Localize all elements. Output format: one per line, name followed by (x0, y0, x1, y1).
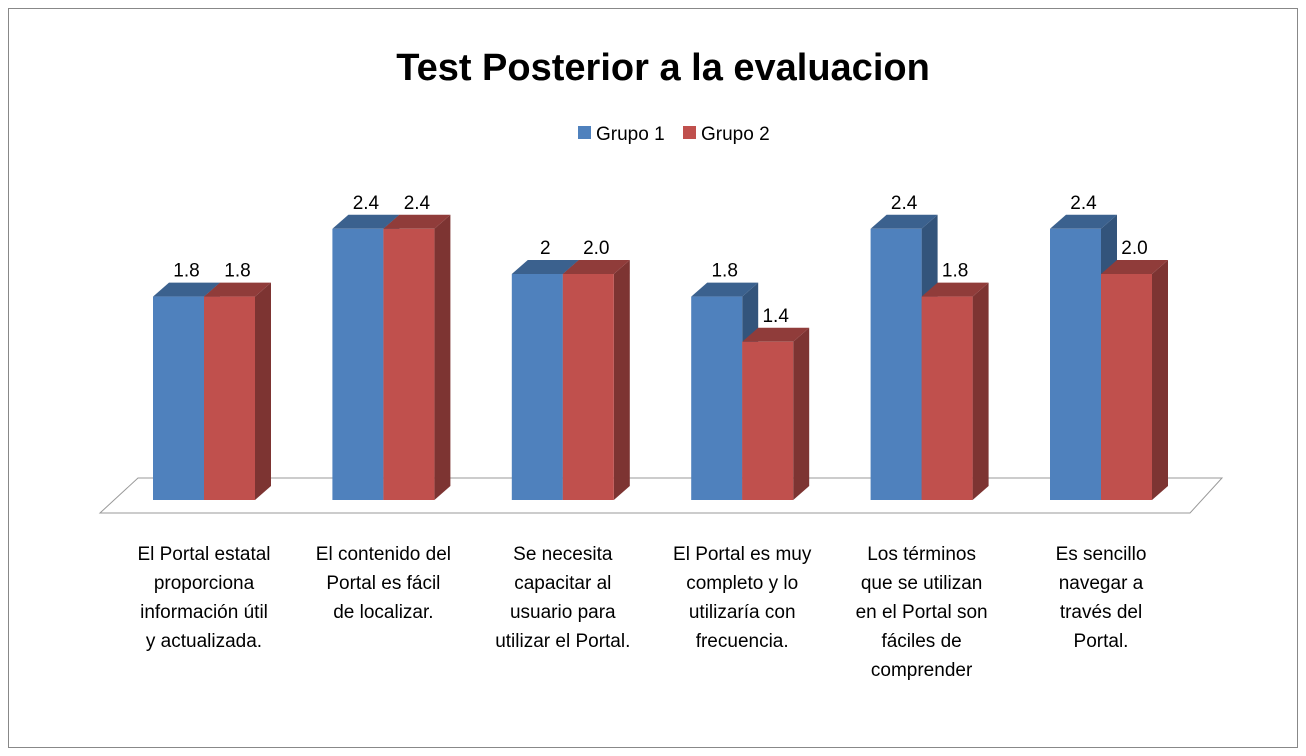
bar-top (332, 214, 400, 229)
data-label: 2.0 (1121, 238, 1147, 259)
data-label: 1.8 (711, 261, 737, 282)
bar-side (255, 282, 271, 500)
bar-top (511, 260, 579, 274)
legend-label: Grupo 2 (701, 124, 770, 145)
data-label: 2.4 (404, 193, 431, 214)
data-label: 2.4 (1070, 193, 1097, 214)
legend-swatch (683, 126, 696, 139)
bar-side (434, 214, 451, 501)
bar (691, 296, 743, 500)
legend-label: Grupo 1 (596, 124, 665, 145)
x-tick-label: El Portal es muy completo y lo utilizarí… (673, 544, 812, 652)
bar-side (613, 260, 630, 500)
data-label: 2 (540, 238, 551, 259)
bar (921, 296, 973, 500)
bar (870, 228, 922, 501)
bar-top (383, 214, 451, 229)
bar-side (793, 327, 810, 500)
bar-top (153, 282, 220, 297)
bar (332, 228, 384, 501)
bar (742, 341, 794, 500)
bar-top (742, 327, 810, 342)
bar-top (691, 282, 759, 297)
bar-top (921, 282, 989, 297)
chart-title: Test Posterior a la evaluacion (396, 47, 930, 89)
bar-top (562, 260, 630, 274)
bar-top (870, 214, 938, 229)
data-label: 2.0 (583, 238, 609, 259)
bar (511, 274, 563, 500)
bar (1050, 228, 1101, 501)
bar (383, 228, 435, 501)
data-label: 1.8 (173, 261, 199, 282)
data-label: 1.8 (942, 261, 968, 282)
x-tick-label: Se necesita capacitar al usuario para ut… (495, 544, 631, 652)
data-label: 2.4 (891, 193, 918, 214)
bar-top (1050, 214, 1117, 229)
data-label: 2.4 (353, 193, 380, 214)
bar-side (1152, 260, 1168, 500)
x-tick-label: El Portal estatal proporciona informació… (137, 544, 271, 652)
bar-top (204, 282, 271, 297)
bar-side (972, 282, 989, 500)
bar (1101, 274, 1152, 500)
data-label: 1.4 (762, 306, 789, 327)
x-tick-label: El contenido del Portal es fácil de loca… (315, 544, 451, 623)
data-label: 1.8 (224, 261, 250, 282)
legend-swatch (578, 126, 591, 139)
x-tick-label: Los términos que se utilizan en el Porta… (855, 544, 988, 681)
x-tick-label: Es sencillo navegar a través del Portal. (1055, 544, 1147, 652)
bar (204, 296, 255, 500)
bar (562, 274, 614, 500)
bar-top (1101, 260, 1168, 274)
bar (153, 296, 204, 500)
